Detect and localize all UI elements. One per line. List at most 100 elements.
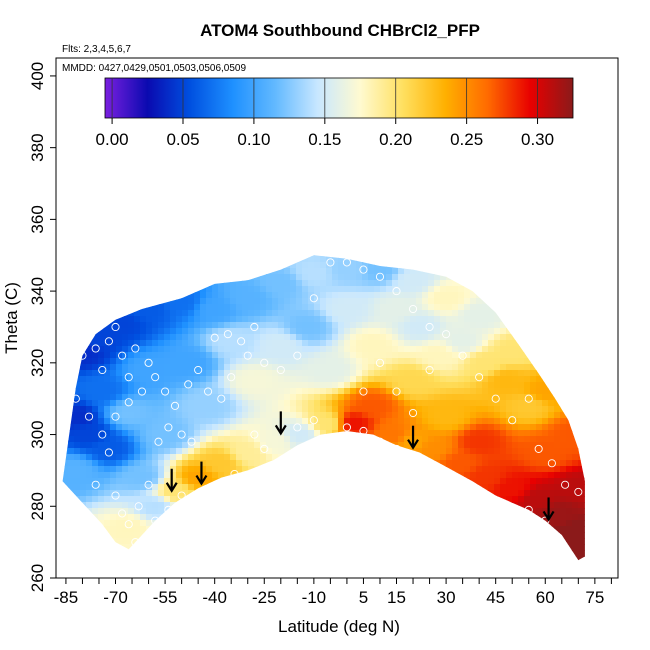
heatmap-cell xyxy=(572,274,579,281)
heatmap-cell xyxy=(260,562,267,569)
heatmap-cell xyxy=(392,424,399,431)
heatmap-cell xyxy=(440,394,447,401)
heatmap-cell xyxy=(284,400,291,407)
heatmap-cell xyxy=(176,268,183,275)
heatmap-cell xyxy=(236,538,243,545)
plot-area xyxy=(56,255,621,569)
heatmap-cell xyxy=(194,298,201,305)
heatmap-cell xyxy=(440,514,447,521)
heatmap-cell xyxy=(368,460,375,467)
heatmap-cell xyxy=(368,466,375,473)
heatmap-cell xyxy=(164,304,171,311)
heatmap-cell xyxy=(236,262,243,269)
heatmap-cell xyxy=(98,346,105,353)
heatmap-cell xyxy=(284,334,291,341)
heatmap-cell xyxy=(296,478,303,485)
heatmap-cell xyxy=(332,532,339,539)
heatmap-cell xyxy=(194,466,201,473)
heatmap-cell xyxy=(326,484,333,491)
heatmap-cell xyxy=(62,280,69,287)
heatmap-cell xyxy=(386,520,393,527)
heatmap-cell xyxy=(542,430,549,437)
heatmap-cell xyxy=(536,370,543,377)
heatmap-cell xyxy=(452,280,459,287)
heatmap-cell xyxy=(230,502,237,509)
heatmap-cell xyxy=(242,460,249,467)
heatmap-cell xyxy=(482,496,489,503)
heatmap-cell xyxy=(110,520,117,527)
heatmap-cell xyxy=(524,388,531,395)
heatmap-cell xyxy=(596,514,603,521)
heatmap-cell xyxy=(578,255,585,257)
heatmap-cell xyxy=(398,280,405,287)
heatmap-cell xyxy=(248,364,255,371)
heatmap-cell xyxy=(122,388,129,395)
heatmap-cell xyxy=(548,472,555,479)
heatmap-cell xyxy=(116,394,123,401)
heatmap-cell xyxy=(200,352,207,359)
heatmap-cell xyxy=(260,364,267,371)
heatmap-cell xyxy=(398,544,405,551)
heatmap-cell xyxy=(416,532,423,539)
heatmap-cell xyxy=(536,358,543,365)
heatmap-cell xyxy=(398,255,405,257)
heatmap-cell xyxy=(608,400,615,407)
heatmap-cell xyxy=(188,358,195,365)
heatmap-cell xyxy=(224,442,231,449)
heatmap-cell xyxy=(596,394,603,401)
heatmap-cell xyxy=(524,274,531,281)
heatmap-cell xyxy=(476,436,483,443)
heatmap-cell xyxy=(86,418,93,425)
heatmap-cell xyxy=(590,274,597,281)
heatmap-cell xyxy=(392,436,399,443)
heatmap-cell xyxy=(224,412,231,419)
heatmap-cell xyxy=(206,466,213,473)
heatmap-cell xyxy=(224,328,231,335)
heatmap-cell xyxy=(230,334,237,341)
heatmap-cell xyxy=(200,508,207,515)
heatmap-cell xyxy=(440,340,447,347)
heatmap-cell xyxy=(416,424,423,431)
heatmap-cell xyxy=(308,286,315,293)
heatmap-cell xyxy=(92,466,99,473)
heatmap-cell xyxy=(392,472,399,479)
heatmap-cell xyxy=(416,538,423,545)
heatmap-cell xyxy=(338,424,345,431)
heatmap-cell xyxy=(332,478,339,485)
heatmap-cell xyxy=(362,520,369,527)
heatmap-cell xyxy=(62,352,69,359)
heatmap-cell xyxy=(584,436,585,443)
heatmap-cell xyxy=(434,514,441,521)
heatmap-cell xyxy=(596,256,603,263)
heatmap-cell xyxy=(452,460,459,467)
heatmap-cell xyxy=(470,394,477,401)
heatmap-cell xyxy=(434,376,441,383)
heatmap-cell xyxy=(254,508,261,515)
heatmap-cell xyxy=(530,454,537,461)
heatmap-cell xyxy=(302,346,309,353)
heatmap-cell xyxy=(392,406,399,413)
heatmap-cell xyxy=(80,292,87,299)
heatmap-cell xyxy=(494,550,501,557)
heatmap-cell xyxy=(74,292,81,299)
heatmap-cell xyxy=(614,340,621,347)
heatmap-cell xyxy=(236,376,243,383)
heatmap-cell xyxy=(350,544,357,551)
heatmap-cell xyxy=(350,406,357,413)
heatmap-cell xyxy=(350,274,357,281)
heatmap-cell xyxy=(374,490,381,497)
heatmap-cell xyxy=(212,376,219,383)
heatmap-cell xyxy=(602,544,609,551)
heatmap-cell xyxy=(530,550,537,557)
heatmap-cell xyxy=(254,304,261,311)
heatmap-cell xyxy=(416,364,423,371)
heatmap-cell xyxy=(314,496,321,503)
heatmap-cell xyxy=(176,460,183,467)
heatmap-cell xyxy=(188,370,195,377)
heatmap-cell xyxy=(236,382,243,389)
heatmap-cell xyxy=(206,502,213,509)
heatmap-cell xyxy=(338,454,345,461)
heatmap-cell xyxy=(56,394,63,401)
heatmap-cell xyxy=(572,370,579,377)
heatmap-cell xyxy=(152,508,159,515)
